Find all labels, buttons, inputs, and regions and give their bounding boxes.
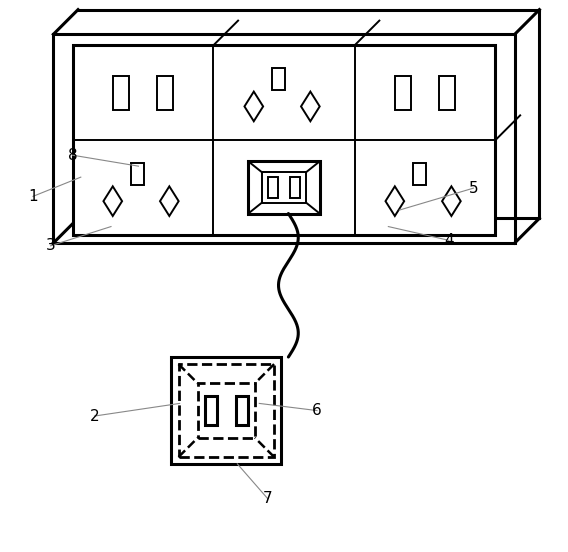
Bar xyxy=(198,384,255,438)
Text: 1: 1 xyxy=(28,189,38,204)
Text: 4: 4 xyxy=(444,233,454,248)
Text: 6: 6 xyxy=(312,403,322,418)
Bar xyxy=(157,76,173,110)
Bar xyxy=(131,163,144,185)
Bar xyxy=(205,396,217,425)
Bar xyxy=(248,161,320,214)
Bar xyxy=(268,177,278,198)
Polygon shape xyxy=(160,187,179,216)
Text: 5: 5 xyxy=(469,181,478,195)
Text: 8: 8 xyxy=(68,148,77,163)
Bar xyxy=(53,34,515,243)
Text: 2: 2 xyxy=(90,408,99,423)
Text: 7: 7 xyxy=(263,491,272,506)
Bar xyxy=(262,172,306,203)
Polygon shape xyxy=(103,187,122,216)
Bar xyxy=(73,45,495,235)
Bar xyxy=(290,177,300,198)
Text: 3: 3 xyxy=(45,238,56,253)
Polygon shape xyxy=(301,92,320,121)
Bar xyxy=(395,76,411,110)
Polygon shape xyxy=(386,187,404,216)
Bar xyxy=(172,357,281,464)
Bar xyxy=(413,163,426,185)
Bar xyxy=(272,68,285,90)
Bar xyxy=(236,396,248,425)
Bar xyxy=(178,364,274,457)
Bar xyxy=(438,76,455,110)
Polygon shape xyxy=(244,92,263,121)
Bar xyxy=(113,76,130,110)
Polygon shape xyxy=(442,187,461,216)
